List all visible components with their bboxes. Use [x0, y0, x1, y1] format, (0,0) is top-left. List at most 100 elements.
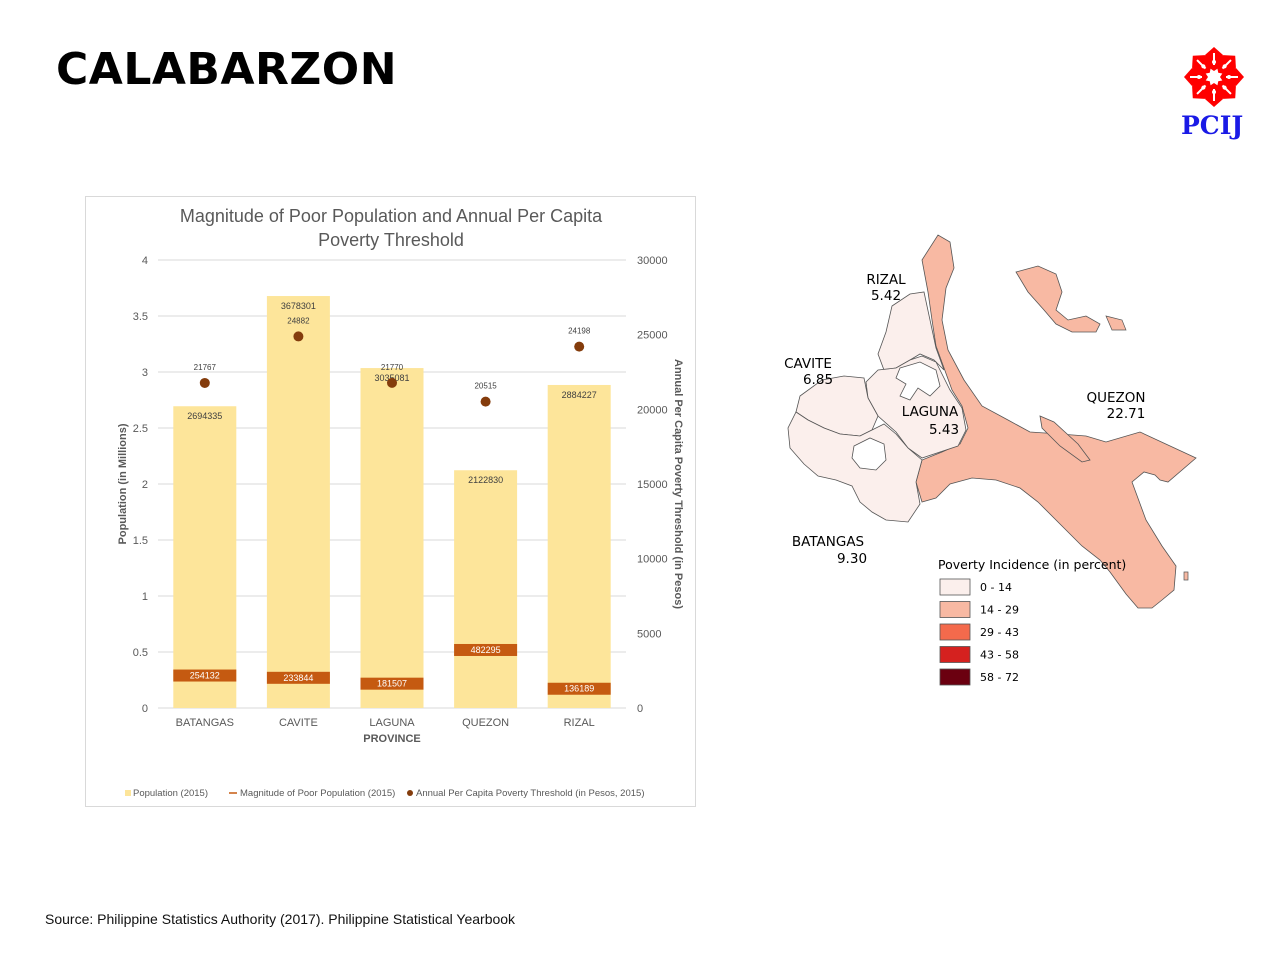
y2-tick-label: 10000: [637, 554, 668, 566]
bar-chart: 26943353678301303508121228302884227 2541…: [117, 206, 684, 799]
map-value-batangas: 9.30: [837, 551, 867, 567]
map-legend-label: 43 - 58: [980, 649, 1019, 662]
chart-legend: Population (2015) Magnitude of Poor Popul…: [125, 788, 644, 799]
poor-population-label: 181507: [377, 679, 407, 689]
population-label: 2694335: [187, 411, 222, 421]
x-tick-label: RIZAL: [564, 717, 595, 729]
map-legend: 0 - 14 14 - 29 29 - 43 43 - 58 58 - 72: [939, 578, 1019, 686]
map-legend-swatch: [939, 601, 971, 618]
map-label-cavite: CAVITE: [784, 356, 832, 372]
logo-text: PCIJ: [1181, 111, 1244, 140]
y2-tick-label: 30000: [637, 255, 668, 267]
poor-population-bands: 254132 233844 181507 482295 136189: [173, 643, 611, 695]
map-legend-swatch: [939, 578, 971, 596]
x-axis-title: PROVINCE: [363, 733, 420, 745]
y-tick-label: 1: [142, 591, 148, 603]
y-tick-label: 4: [142, 255, 148, 267]
threshold-point: [480, 396, 491, 407]
map-legend-label: 0 - 14: [980, 581, 1012, 594]
threshold-label: 20515: [474, 382, 497, 391]
pcij-pen-flower-logo-icon: [1184, 47, 1244, 107]
x-tick-label: QUEZON: [462, 717, 509, 729]
y2-tick-label: 25000: [637, 330, 668, 342]
map-legend-swatch: [939, 668, 971, 686]
y-tick-label: 3: [142, 367, 148, 379]
population-label: 3678301: [281, 301, 316, 311]
x-tick-label: LAGUNA: [369, 717, 415, 729]
poor-population-label: 482295: [471, 645, 501, 655]
map-value-laguna: 5.43: [929, 422, 959, 438]
map-island-small-1: [1105, 315, 1127, 331]
population-bars: 26943353678301303508121228302884227: [173, 296, 611, 708]
chart-panel: 26943353678301303508121228302884227 2541…: [85, 196, 696, 807]
threshold-point: [199, 377, 210, 388]
poor-population-band: [454, 643, 518, 656]
map-value-cavite: 6.85: [803, 372, 833, 388]
y-tick-label: 3.5: [133, 311, 148, 323]
y2-tick-label: 5000: [637, 628, 661, 640]
poor-population-label: 254132: [190, 671, 220, 681]
y2-tick-label: 20000: [637, 404, 668, 416]
y2-tick-label: 0: [637, 703, 643, 715]
map-legend-swatch: [939, 646, 971, 663]
legend-swatch-threshold: [407, 790, 413, 796]
population-label: 2122830: [468, 475, 503, 485]
map-island-polillo: [1015, 265, 1101, 333]
map-legend-label: 14 - 29: [980, 604, 1019, 617]
x-tick-label: CAVITE: [279, 717, 318, 729]
map-label-laguna: LAGUNA: [902, 404, 959, 420]
threshold-label: 24198: [568, 327, 591, 336]
population-label: 2884227: [562, 390, 597, 400]
y-tick-label: 0: [142, 703, 148, 715]
calabarzon-map: RIZAL 5.42 CAVITE 6.85 QUEZON 22.71 LAGU…: [784, 234, 1197, 686]
population-bar: [547, 384, 611, 708]
y-axis-title: Population (in Millions): [117, 423, 129, 544]
map-island-small-2: [1183, 571, 1189, 581]
legend-label-poor: Magnitude of Poor Population (2015): [240, 788, 395, 799]
threshold-points: 21767 24882 21770 20515 24198: [194, 316, 591, 407]
y2-axis-title: Annual Per Capita Poverty Threshold (in …: [672, 359, 684, 609]
y-tick-label: 2.5: [133, 423, 148, 435]
population-bar: [266, 296, 330, 708]
map-label-quezon: QUEZON: [1086, 390, 1145, 406]
map-label-rizal: RIZAL: [866, 272, 906, 288]
threshold-label: 21767: [194, 363, 217, 372]
legend-label-threshold: Annual Per Capita Poverty Threshold (in …: [416, 788, 644, 799]
poor-population-label: 136189: [564, 684, 594, 694]
y-tick-label: 0.5: [133, 647, 148, 659]
threshold-point: [293, 331, 304, 342]
poor-population-band: [173, 669, 237, 682]
map-legend-label: 58 - 72: [980, 671, 1019, 684]
map-region-rizal[interactable]: [877, 291, 945, 371]
y-tick-label: 2: [142, 479, 148, 491]
map-island-alabat: [1039, 415, 1091, 463]
poor-population-band: [266, 671, 330, 684]
map-region-batangas[interactable]: [787, 411, 923, 523]
x-tick-label: BATANGAS: [176, 717, 234, 729]
population-bar: [454, 470, 518, 708]
map-legend-title: Poverty Incidence (in percent): [938, 557, 1126, 572]
threshold-label: 24882: [287, 316, 310, 325]
threshold-point: [387, 377, 397, 388]
page-title: CALABARZON: [56, 44, 398, 95]
chart-title-line-2: Poverty Threshold: [318, 230, 464, 250]
population-bar: [173, 406, 237, 708]
map-value-rizal: 5.42: [871, 288, 901, 304]
legend-label-population: Population (2015): [133, 788, 208, 799]
map-lake-taal: [851, 437, 887, 471]
logo-petal: [1192, 55, 1212, 75]
y2-tick-label: 15000: [637, 479, 668, 491]
threshold-point: [574, 341, 585, 352]
map-legend-label: 29 - 43: [980, 626, 1019, 639]
map-label-batangas: BATANGAS: [792, 534, 864, 550]
map-lake-laguna-de-bay: [895, 361, 941, 401]
source-note: Source: Philippine Statistics Authority …: [45, 911, 516, 927]
poor-population-band: [360, 677, 424, 690]
poor-population-band: [547, 682, 611, 695]
map-value-quezon: 22.71: [1107, 406, 1146, 422]
axes: 0 0.5 1 1.5 2 2.5 3 3.5 4 0 5000 10000 15000 20000 250…: [133, 255, 668, 729]
poor-population-label: 233844: [283, 673, 313, 683]
chart-title-line-1: Magnitude of Poor Population and Annual …: [180, 206, 603, 226]
y-tick-label: 1.5: [133, 535, 148, 547]
map-legend-swatch: [939, 623, 971, 641]
